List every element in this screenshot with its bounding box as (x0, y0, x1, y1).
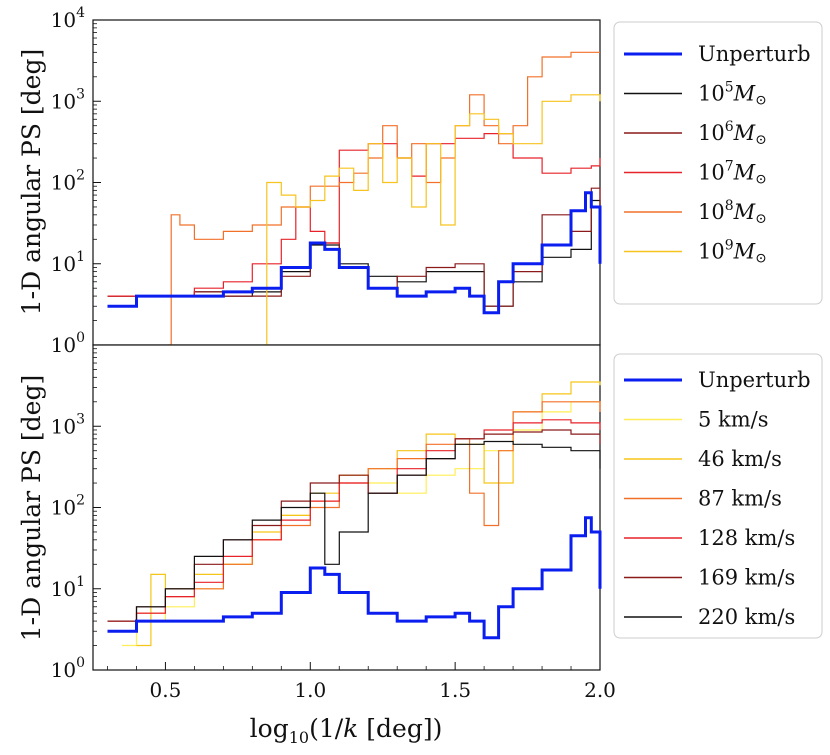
x-tick-label: 2.0 (584, 678, 616, 702)
bottom-y-axis-title: 1-D angular PS [deg] (17, 375, 46, 641)
top-series-layer (107, 51, 602, 346)
top-legend-label: 109M⊙ (698, 238, 767, 267)
bottom-legend-label: 220 km/s (698, 605, 795, 629)
top-series-5 (263, 94, 601, 346)
top-y-axis-title: 1-D angular PS [deg] (17, 49, 46, 315)
bottom-y-ticks: 100 101 102 103 (51, 344, 101, 682)
top-y-tick-label: 100 (51, 330, 85, 357)
x-tick-label: 1.5 (439, 678, 471, 702)
bottom-y-tick-label: 100 (51, 655, 85, 682)
bottom-legend-label: 169 km/s (698, 566, 795, 590)
bottom-series-6 (107, 440, 601, 632)
top-legend-label: 106M⊙ (698, 119, 767, 148)
top-legend-frame (613, 21, 823, 305)
bottom-plot-frame (92, 344, 601, 671)
top-legend-label: Unperturb (698, 42, 811, 66)
top-legend-label: 108M⊙ (698, 198, 767, 227)
bottom-legend-frame (613, 353, 823, 639)
top-legend: Unperturb 105M⊙ 106M⊙ 107M⊙ 108M⊙ 109M⊙ (613, 21, 823, 305)
top-legend-label: 105M⊙ (698, 80, 767, 109)
bottom-legend-label: 46 km/s (698, 447, 782, 471)
top-y-tick-label: 103 (51, 86, 85, 113)
bottom-series-0 (107, 516, 602, 640)
top-y-tick-label: 102 (51, 168, 85, 195)
bottom-legend-label: 5 km/s (698, 408, 769, 432)
bottom-legend-label: 87 km/s (698, 487, 782, 511)
x-ticks: 0.5 1.0 1.5 2.0 (107, 662, 616, 702)
top-panel: 100 101 102 103 104 1-D angular PS [deg] (17, 5, 602, 357)
top-legend-label: 107M⊙ (698, 159, 767, 188)
bottom-y-tick-label: 102 (51, 493, 85, 520)
x-axis-title: log10(1/k [deg]) (250, 714, 443, 747)
bottom-y-tick-label: 101 (51, 574, 85, 601)
bottom-legend-label: Unperturb (698, 368, 811, 392)
bottom-legend-label: 128 km/s (698, 526, 795, 550)
bottom-y-tick-label: 103 (51, 411, 85, 438)
top-y-ticks: 100 101 102 103 104 (51, 5, 101, 357)
top-series-0 (107, 191, 602, 315)
bottom-legend: Unperturb 5 km/s 46 km/s 87 km/s 128 km/s 169… (613, 353, 823, 639)
x-tick-label: 0.5 (150, 678, 182, 702)
bottom-series-layer (107, 381, 602, 647)
top-y-tick-label: 101 (51, 249, 85, 276)
x-tick-label: 1.0 (294, 678, 326, 702)
bottom-panel: 100 101 102 103 0.5 1.0 1.5 2.0 1-D angular PS… (17, 344, 616, 747)
top-y-tick-label: 104 (51, 5, 85, 32)
